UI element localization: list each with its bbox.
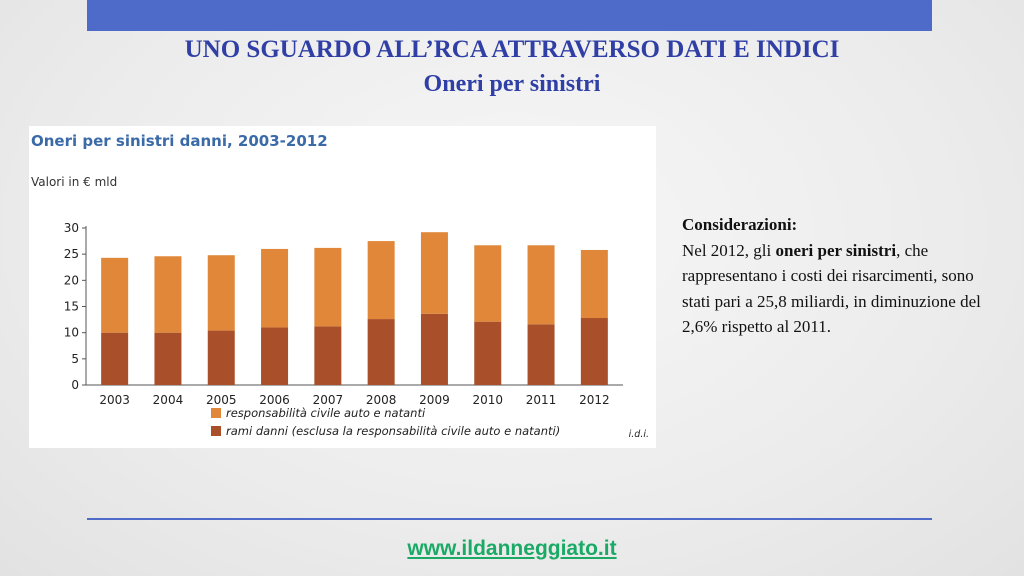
bar-segment-2004-s0 xyxy=(154,332,182,385)
source-note: i.d.i. xyxy=(629,429,649,440)
bar-segment-2004-s1 xyxy=(154,256,182,333)
bar-segment-2005-s0 xyxy=(207,330,235,385)
bar-segment-2010-s1 xyxy=(474,245,502,322)
bar-segment-2008-s1 xyxy=(367,241,395,320)
bar-segment-2009-s0 xyxy=(420,313,448,385)
stacked-bar-chart: Oneri per sinistri danni, 2003-2012 Valor… xyxy=(31,132,649,440)
chart-title: Oneri per sinistri danni, 2003-2012 xyxy=(31,132,328,150)
slide-title: UNO SGUARDO ALL’RCA ATTRAVERSO DATI E IN… xyxy=(184,36,840,63)
considerations-text-before: Nel 2012, gli xyxy=(682,240,776,260)
bar-segment-2011-s0 xyxy=(527,324,555,385)
bar-segment-2012-s0 xyxy=(580,318,608,385)
legend-swatch-1 xyxy=(211,426,221,436)
bar-segment-2006-s1 xyxy=(261,248,289,328)
y-tick-label: 0 xyxy=(71,378,79,392)
y-tick-label: 5 xyxy=(71,352,79,366)
x-tick-label: 2004 xyxy=(153,393,184,407)
legend-label-1: rami danni (esclusa la responsabilità ci… xyxy=(226,424,560,438)
bar-segment-2005-s1 xyxy=(207,255,235,331)
y-tick-label: 20 xyxy=(64,273,79,287)
footer-link[interactable]: www.ildanneggiato.it xyxy=(407,537,617,560)
bar-segment-2003-s1 xyxy=(101,257,129,333)
bar-segment-2009-s1 xyxy=(420,232,448,314)
considerations-heading: Considerazioni: xyxy=(682,215,798,234)
x-tick-label: 2006 xyxy=(259,393,290,407)
y-tick-label: 15 xyxy=(64,300,79,314)
bar-segment-2006-s0 xyxy=(261,327,289,385)
x-tick-label: 2010 xyxy=(472,393,503,407)
bar-segment-2007-s1 xyxy=(314,247,342,327)
bar-segment-2003-s0 xyxy=(101,332,129,385)
x-tick-label: 2005 xyxy=(206,393,237,407)
top-accent-bar xyxy=(87,0,932,31)
bar-segment-2011-s1 xyxy=(527,245,555,325)
x-tick-label: 2009 xyxy=(419,393,450,407)
bar-segment-2012-s1 xyxy=(580,249,608,319)
y-tick-label: 10 xyxy=(64,326,79,340)
x-tick-label: 2008 xyxy=(366,393,397,407)
slide-subtitle: Oneri per sinistri xyxy=(423,71,601,97)
bar-segment-2010-s0 xyxy=(474,321,502,385)
x-tick-label: 2003 xyxy=(99,393,130,407)
y-tick-label: 30 xyxy=(64,221,79,235)
chart-panel: Oneri per sinistri danni, 2003-2012 Valor… xyxy=(29,126,656,448)
x-tick-label: 2011 xyxy=(526,393,557,407)
bar-segment-2007-s0 xyxy=(314,326,342,385)
legend-label-0: responsabilità civile auto e natanti xyxy=(226,406,426,420)
y-axis-label: Valori in € mld xyxy=(31,175,117,189)
y-tick-label: 25 xyxy=(64,247,79,261)
legend-swatch-0 xyxy=(211,408,221,418)
considerations-text-after: , che rappresentano i costi dei risarcim… xyxy=(682,240,981,337)
bar-segment-2008-s0 xyxy=(367,319,395,385)
x-tick-label: 2007 xyxy=(313,393,344,407)
x-tick-label: 2012 xyxy=(579,393,610,407)
considerations-bold: oneri per sinistri xyxy=(775,240,897,260)
considerations-box: Considerazioni: Nel 2012, gli oneri per … xyxy=(682,212,1002,340)
bottom-divider xyxy=(87,518,932,520)
